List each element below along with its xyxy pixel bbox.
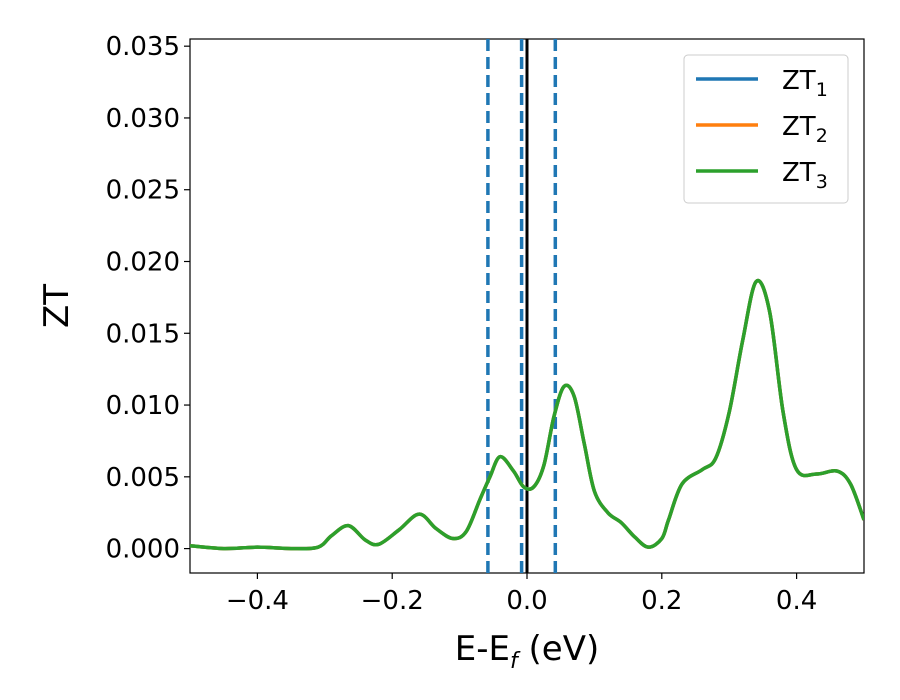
- legend-items: ZT1 ZT2 ZT3: [696, 66, 828, 193]
- y-axis-label: ZT: [37, 284, 77, 328]
- series-line-zt3: [190, 278, 864, 551]
- y-tick-label: 0.025: [106, 176, 180, 206]
- y-tick-label: 0.000: [106, 535, 180, 565]
- y-tick-label: 0.020: [106, 248, 180, 278]
- legend: ZT1 ZT2 ZT3: [683, 54, 849, 204]
- x-axis-label-main: E-E: [455, 629, 510, 669]
- y-tick-label: 0.030: [106, 104, 180, 134]
- x-tick-label: 0.0: [506, 586, 547, 616]
- x-tick-label: 0.4: [776, 586, 817, 616]
- y-tick-label: 0.005: [106, 463, 180, 493]
- legend-label: ZT3: [782, 158, 828, 193]
- x-tick-label: 0.2: [641, 586, 682, 616]
- legend-label: ZT1: [782, 66, 828, 101]
- series-layer: [190, 278, 864, 551]
- y-tick-label: 0.035: [106, 32, 180, 62]
- x-axis-label-subscript: f: [510, 649, 521, 674]
- x-axis: −0.4 −0.2 0.0 0.2 0.4: [226, 573, 817, 616]
- vertical-lines: [486, 39, 558, 573]
- x-tick-label: −0.2: [361, 586, 424, 616]
- y-tick-label: 0.010: [106, 391, 180, 421]
- legend-label: ZT2: [782, 112, 828, 147]
- x-axis-label: E-Ef (eV): [455, 629, 600, 674]
- x-axis-label-unit: (eV): [518, 629, 600, 669]
- y-tick-label: 0.015: [106, 319, 180, 349]
- legend-box: [683, 54, 849, 204]
- y-axis: 0.000 0.005 0.010 0.015 0.020 0.025 0.030 0.035: [106, 32, 190, 565]
- x-tick-label: −0.4: [226, 586, 289, 616]
